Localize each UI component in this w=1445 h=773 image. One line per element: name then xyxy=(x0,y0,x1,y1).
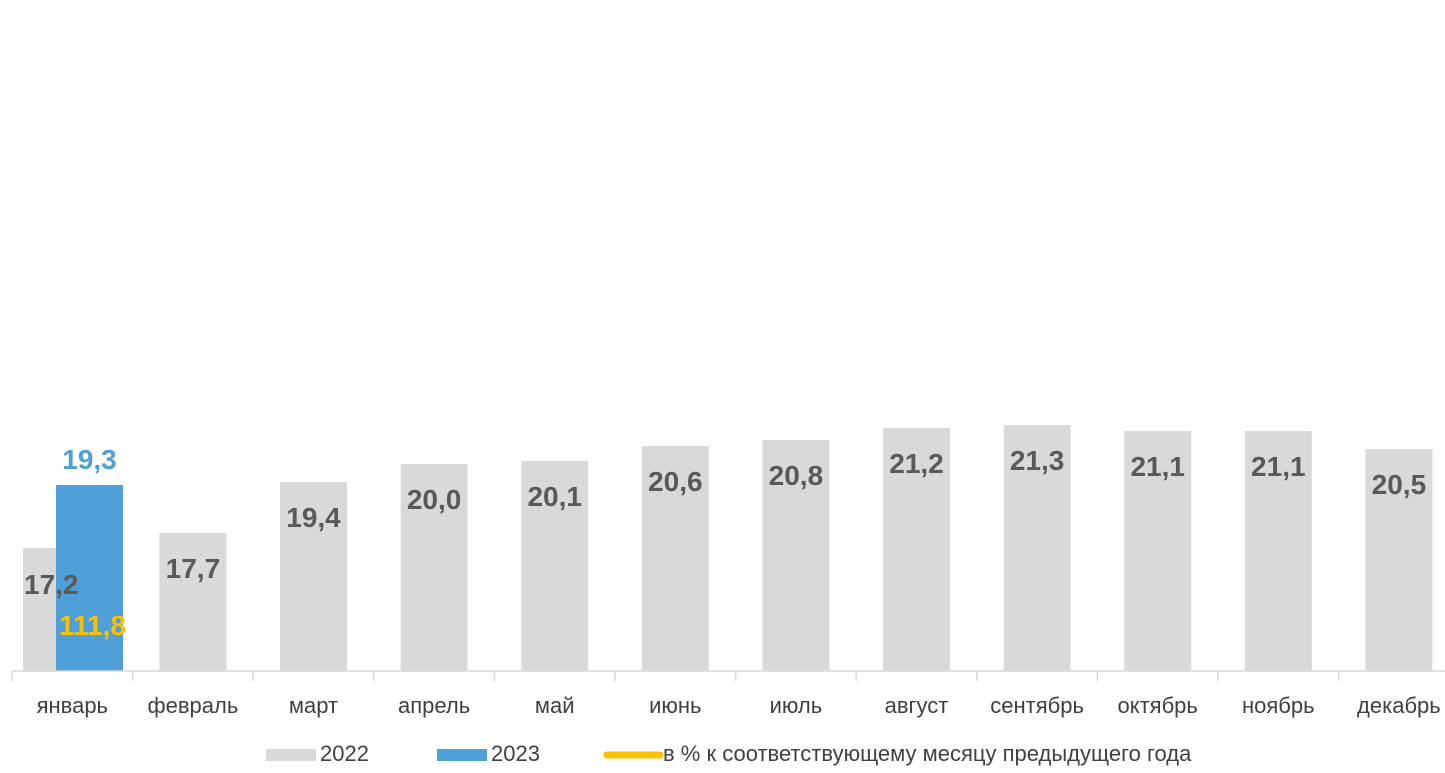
data-label-2022: 20,1 xyxy=(527,481,582,512)
bar-2022 xyxy=(762,440,830,671)
data-label-2022: 21,3 xyxy=(1010,445,1065,476)
legend: 2022 2023 в % к соответствующему месяцу пр… xyxy=(266,741,1192,766)
data-labels-layer: 19,3 17,2 111,8 17,7 19,4 20,0 20,1 20,6 20,8 21,… xyxy=(24,444,1426,641)
bar-2023 xyxy=(56,485,123,671)
data-label-2022: 20,6 xyxy=(648,466,703,497)
data-label-2022: 19,4 xyxy=(286,502,341,533)
data-label-2022: 21,1 xyxy=(1130,451,1185,482)
data-label-2022: 21,2 xyxy=(889,448,944,479)
bars-layer xyxy=(23,425,1433,671)
bar-2022 xyxy=(1365,449,1433,671)
data-label-2022: 17,7 xyxy=(166,553,221,584)
data-label-2022: 20,0 xyxy=(407,484,462,515)
x-tick-label: июль xyxy=(770,693,823,718)
legend-label-2022: 2022 xyxy=(320,741,369,766)
data-label-percent: 111,8 xyxy=(59,610,126,641)
bar-2022 xyxy=(521,461,589,671)
x-tick-label: январь xyxy=(37,693,108,718)
bar-2022 xyxy=(1244,431,1312,671)
bar-2022 xyxy=(1124,431,1192,671)
x-tick-label: ноябрь xyxy=(1242,693,1315,718)
bar-2022 xyxy=(883,428,950,671)
legend-swatch-2023 xyxy=(437,749,487,761)
legend-swatch-2022 xyxy=(266,749,316,761)
data-label-2022: 20,8 xyxy=(769,460,824,491)
x-tick-label: октябрь xyxy=(1117,693,1197,718)
data-label-2023: 19,3 xyxy=(62,444,117,475)
bar-2022 xyxy=(1003,425,1071,671)
x-tick-label: сентябрь xyxy=(990,693,1084,718)
bar-2022 xyxy=(641,446,709,671)
legend-label-percent: в % к соответствующему месяцу предыдущег… xyxy=(663,741,1192,766)
x-tick-label: апрель xyxy=(398,693,470,718)
bar-2022 xyxy=(280,482,347,671)
x-axis: январь февраль март апрель май июнь июль август… xyxy=(11,670,1445,718)
x-tick-label: декабрь xyxy=(1357,693,1441,718)
x-tick-label: март xyxy=(289,693,338,718)
data-label-2022: 21,1 xyxy=(1251,451,1306,482)
x-tick-label: май xyxy=(535,693,575,718)
bar-2022 xyxy=(159,533,227,671)
bar-2022 xyxy=(400,464,468,671)
x-tick-label: июнь xyxy=(649,693,701,718)
legend-label-2023: 2023 xyxy=(491,741,540,766)
x-tick-label: февраль xyxy=(148,693,239,718)
x-tick-label: август xyxy=(885,693,949,718)
data-label-2022: 17,2 xyxy=(24,569,79,600)
data-label-2022: 20,5 xyxy=(1372,469,1427,500)
